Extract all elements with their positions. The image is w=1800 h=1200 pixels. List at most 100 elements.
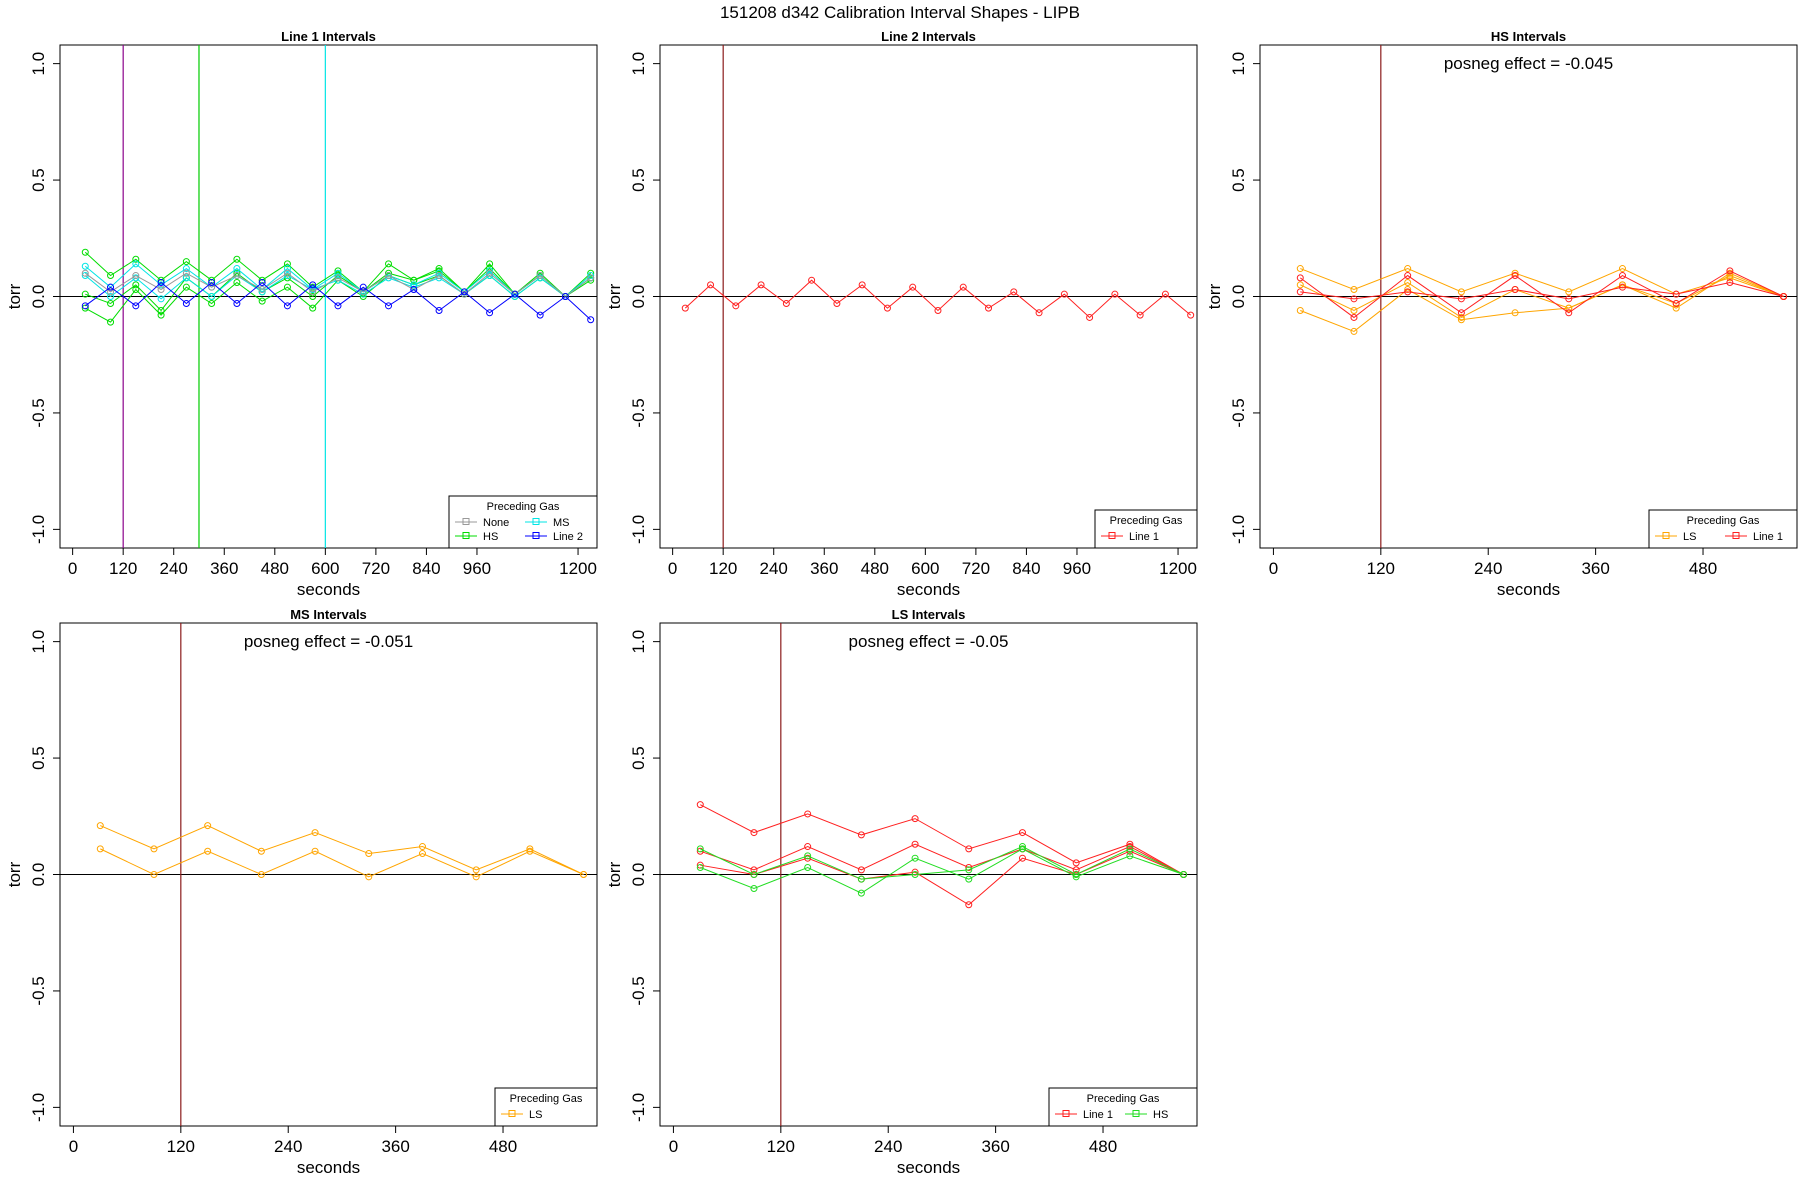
data-point xyxy=(1672,290,1680,298)
x-tick-label: 120 xyxy=(767,1137,795,1156)
data-point xyxy=(1618,265,1626,273)
data-point xyxy=(1187,311,1195,319)
panel-title: Line 1 Intervals xyxy=(281,29,376,44)
data-point xyxy=(410,286,418,294)
series-ls xyxy=(96,845,588,881)
data-point xyxy=(208,299,216,307)
y-tick-label: 0.0 xyxy=(29,863,48,887)
x-tick-label: 240 xyxy=(760,559,788,578)
legend-entry-label: LS xyxy=(1683,531,1696,543)
y-tick-label: 0.5 xyxy=(1229,168,1248,192)
data-point xyxy=(911,815,919,823)
y-axis-label: torr xyxy=(605,283,624,309)
legend-box xyxy=(1094,509,1198,549)
data-point xyxy=(233,279,241,287)
data-point xyxy=(418,843,426,851)
data-point xyxy=(883,304,891,312)
x-tick-label: 240 xyxy=(160,559,188,578)
data-point xyxy=(1618,283,1626,291)
data-point xyxy=(435,267,443,275)
data-point xyxy=(587,272,595,280)
data-point xyxy=(1618,281,1626,289)
data-point xyxy=(1404,272,1412,280)
series-ls xyxy=(1296,269,1788,321)
data-point xyxy=(1457,316,1465,324)
data-point xyxy=(283,269,291,277)
legend-title: Preceding Gas xyxy=(1687,515,1760,527)
data-point xyxy=(1018,829,1026,837)
panel-title: MS Intervals xyxy=(290,607,367,622)
posneg-annotation: posneg effect = -0.05 xyxy=(849,632,1009,651)
data-point xyxy=(833,299,841,307)
data-point xyxy=(696,861,704,869)
y-tick-label: -1.0 xyxy=(29,1093,48,1122)
x-tick-label: 240 xyxy=(1474,559,1502,578)
y-tick-label: -1.0 xyxy=(1229,515,1248,544)
data-point xyxy=(1296,288,1304,296)
data-point xyxy=(311,829,319,837)
panel-5: LS Intervals 0 120 240 360 480 seconds -1.0 -0.5… xyxy=(605,607,1198,1177)
data-point xyxy=(334,276,342,284)
x-tick-label: 480 xyxy=(489,1137,517,1156)
x-tick-label: 720 xyxy=(362,559,390,578)
data-point xyxy=(283,302,291,310)
data-point xyxy=(1565,309,1573,317)
data-point xyxy=(857,866,865,874)
data-point xyxy=(934,306,942,314)
series-hs xyxy=(696,843,1188,883)
data-point xyxy=(233,255,241,263)
y-axis-label: torr xyxy=(1205,283,1224,309)
y-axis-label: torr xyxy=(605,861,624,887)
data-point xyxy=(418,850,426,858)
x-axis-label: seconds xyxy=(897,580,960,599)
data-point xyxy=(486,309,494,317)
data-point xyxy=(1018,854,1026,862)
panel-4: MS Intervals 0 120 240 360 480 seconds -1.0 -0.5… xyxy=(5,607,598,1177)
data-point xyxy=(410,281,418,289)
data-point xyxy=(808,276,816,284)
data-point xyxy=(258,288,266,296)
legend-entry-label: Line 1 xyxy=(1129,531,1159,543)
data-point xyxy=(1296,274,1304,282)
data-point xyxy=(681,304,689,312)
x-tick-label: 360 xyxy=(981,1137,1009,1156)
data-point xyxy=(1126,847,1134,855)
data-point xyxy=(258,279,266,287)
legend-title: Preceding Gas xyxy=(1110,515,1183,527)
data-point xyxy=(1457,288,1465,296)
data-point xyxy=(985,304,993,312)
data-point xyxy=(732,302,740,310)
data-point xyxy=(707,281,715,289)
data-point xyxy=(233,269,241,277)
data-point xyxy=(157,279,165,287)
data-point xyxy=(1618,272,1626,280)
data-point xyxy=(536,272,544,280)
y-tick-label: 0.5 xyxy=(29,746,48,770)
x-tick-label: 0 xyxy=(669,1137,678,1156)
x-tick-label: 720 xyxy=(962,559,990,578)
x-tick-label: 480 xyxy=(861,559,889,578)
data-point xyxy=(359,293,367,300)
x-tick-label: 0 xyxy=(1269,559,1278,578)
data-point xyxy=(1126,852,1134,860)
y-axis-label: torr xyxy=(5,283,24,309)
data-point xyxy=(107,318,115,326)
x-tick-label: 360 xyxy=(810,559,838,578)
legend: Preceding Gas LS xyxy=(494,1087,598,1127)
data-point xyxy=(334,302,342,310)
data-point xyxy=(1111,290,1119,298)
y-tick-label: -1.0 xyxy=(29,515,48,544)
data-point xyxy=(1018,843,1026,851)
series-line xyxy=(85,267,591,312)
data-point xyxy=(182,269,190,277)
series-line xyxy=(84,251,592,298)
data-point xyxy=(804,852,812,860)
data-point xyxy=(965,845,973,853)
data-point xyxy=(750,829,758,837)
series-line xyxy=(700,843,1184,875)
x-tick-label: 120 xyxy=(109,559,137,578)
data-point xyxy=(132,286,140,294)
data-point xyxy=(1404,265,1412,273)
data-point xyxy=(309,288,317,296)
